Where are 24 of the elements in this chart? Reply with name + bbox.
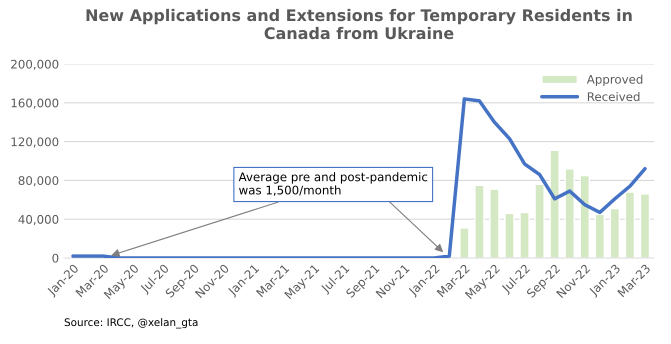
bar: [580, 174, 590, 258]
bar: [594, 214, 606, 258]
bar: [549, 150, 560, 258]
bar: [459, 227, 470, 258]
y-tick-label: 0: [52, 254, 58, 263]
y-tick-label: 200,000: [11, 60, 58, 70]
bar: [474, 184, 485, 258]
chart-title: New Applications and Extensions for Temporary Residents in Canada from Ukraine: [86, 8, 632, 40]
annotation: Average pre and post-pandemic was 1,500/month: [238, 172, 428, 196]
legend-label: Received: [588, 92, 640, 102]
y-tick-label: 80,000: [18, 176, 58, 186]
bar: [504, 212, 515, 258]
y-tick-label: 40,000: [18, 214, 58, 226]
bar: [624, 191, 636, 258]
bar: [610, 208, 620, 258]
y-tick-label: 120,000: [12, 137, 58, 148]
bar: [519, 212, 530, 258]
legend-label: Approved: [586, 74, 642, 86]
bar: [640, 193, 650, 258]
bar: [489, 188, 500, 258]
y-tick-label: 160,000: [12, 98, 58, 109]
bar: [534, 184, 545, 258]
bar: [564, 168, 575, 258]
source-note: Source: IRCC, @xelan_gta: [64, 318, 198, 328]
